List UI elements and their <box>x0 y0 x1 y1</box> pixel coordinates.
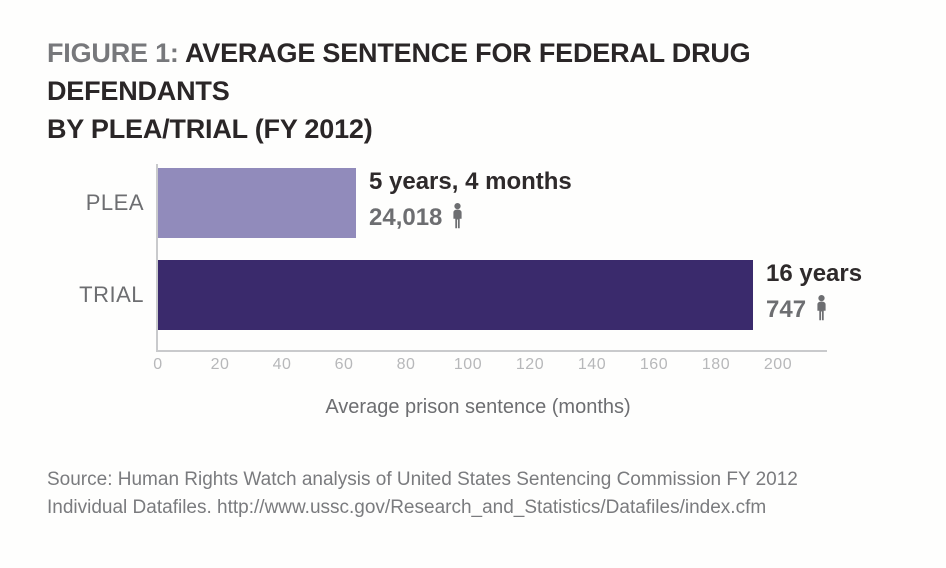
x-tick-120: 120 <box>515 356 545 373</box>
figure-title-text: AVERAGE SENTENCE FOR FEDERAL DRUG DEFEND… <box>47 38 751 106</box>
x-tick-20: 20 <box>210 356 230 373</box>
x-tick-180: 180 <box>701 356 731 373</box>
sentence-label-trial: 16 years <box>766 260 863 287</box>
x-tick-200: 200 <box>763 356 793 373</box>
y-axis-line <box>156 164 158 352</box>
category-label-plea: PLEA <box>85 190 144 215</box>
person-icon <box>453 203 463 229</box>
x-tick-140: 140 <box>577 356 607 373</box>
source-line-2: Individual Datafiles. http://www.ussc.go… <box>47 497 767 518</box>
defendant-count-value: 747 <box>766 296 807 323</box>
defendant-count-plea: 24,018 <box>369 200 572 236</box>
annotation-plea: 5 years, 4 months 24,018 <box>369 164 572 236</box>
x-tick-40: 40 <box>272 356 292 373</box>
annotation-trial: 16 years 747 <box>766 256 862 328</box>
x-tick-60: 60 <box>334 356 354 373</box>
x-tick-0: 0 <box>153 356 163 373</box>
x-axis-title: Average prison sentence (months) <box>325 396 631 418</box>
sentence-label-plea: 5 years, 4 months <box>369 168 572 195</box>
bar-trial <box>158 260 753 330</box>
bar-plea <box>158 168 356 238</box>
category-label-trial: TRIAL <box>79 282 144 307</box>
x-axis-line <box>156 350 827 352</box>
defendant-count-value: 24,018 <box>369 204 443 231</box>
figure-title-line-2: BY PLEA/TRIAL (FY 2012) <box>47 114 373 144</box>
source-line-1: Source: Human Rights Watch analysis of U… <box>47 469 798 490</box>
figure-number: FIGURE 1: <box>47 38 186 68</box>
x-tick-160: 160 <box>639 356 669 373</box>
x-tick-100: 100 <box>453 356 483 373</box>
x-tick-80: 80 <box>396 356 416 373</box>
figure-title: FIGURE 1: AVERAGE SENTENCE FOR FEDERAL D… <box>47 34 932 148</box>
defendant-count-trial: 747 <box>766 292 862 328</box>
source-note: Source: Human Rights Watch analysis of U… <box>47 466 907 522</box>
person-icon <box>817 295 826 321</box>
figure-title-line-1: FIGURE 1: AVERAGE SENTENCE FOR FEDERAL D… <box>47 34 932 110</box>
